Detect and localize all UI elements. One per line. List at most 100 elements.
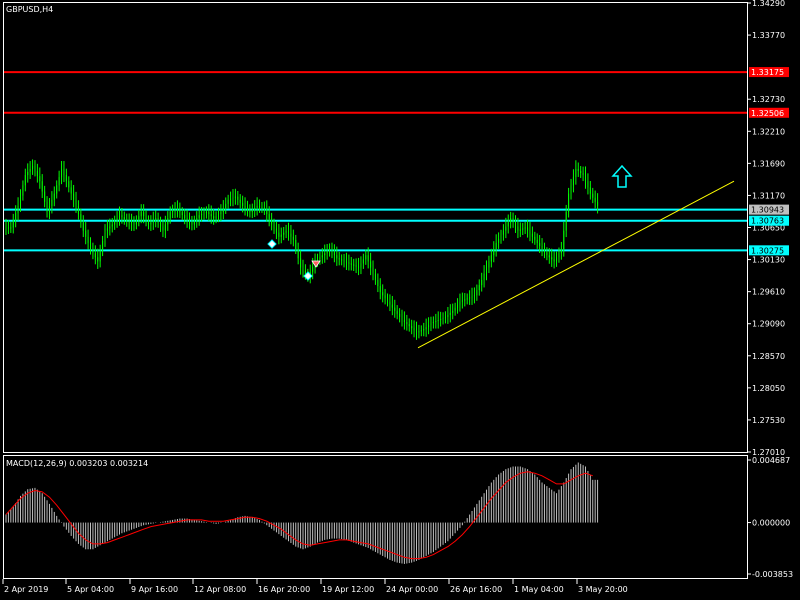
- candle-body: [288, 230, 290, 234]
- candle-body: [65, 175, 67, 182]
- candle-body: [256, 205, 258, 208]
- candle-body: [481, 279, 483, 286]
- candle-body: [360, 263, 362, 268]
- candle-body: [239, 199, 241, 203]
- candle-body: [415, 330, 417, 333]
- candle-body: [478, 285, 480, 291]
- candle-body: [201, 214, 203, 216]
- candle-body: [563, 230, 565, 250]
- price-tick-label: 1.28050: [752, 384, 785, 393]
- candle-body: [461, 300, 463, 302]
- symbol-title: GBPUSD,H4: [6, 5, 53, 14]
- candle-body: [420, 330, 422, 332]
- candle-body: [302, 267, 304, 271]
- candle-body: [143, 212, 145, 217]
- candle-body: [210, 214, 212, 217]
- candle-body: [423, 329, 425, 331]
- candle-body: [75, 199, 77, 206]
- price-tick-label: 1.30650: [752, 224, 785, 233]
- candle-body: [387, 298, 389, 302]
- trade-marker-icon[interactable]: [303, 271, 313, 281]
- candle-body: [486, 267, 488, 274]
- macd-layer: [5, 462, 599, 564]
- candle-body: [355, 265, 357, 267]
- candle-body: [259, 205, 261, 207]
- candle-body: [316, 259, 318, 262]
- candle-body: [372, 267, 374, 274]
- candle-body: [374, 273, 376, 280]
- candle-body: [483, 273, 485, 280]
- candle-body: [336, 255, 338, 259]
- candle-body: [437, 320, 439, 322]
- candle-body: [531, 233, 533, 237]
- candle-body: [222, 207, 224, 213]
- candle-body: [15, 213, 17, 221]
- candle-body: [17, 205, 19, 214]
- candle-body: [488, 261, 490, 268]
- candle-body: [466, 298, 468, 300]
- trend-line[interactable]: [417, 180, 735, 349]
- candle-body: [452, 310, 454, 313]
- candle-body: [53, 193, 55, 200]
- buy-arrow-icon[interactable]: [611, 164, 633, 188]
- candle-body: [575, 168, 577, 178]
- candle-body: [507, 222, 509, 227]
- candle-body: [273, 224, 275, 229]
- candle-body: [522, 228, 524, 230]
- trade-marker-icon[interactable]: [267, 239, 277, 249]
- candle-body: [278, 232, 280, 237]
- candle-body: [251, 210, 253, 213]
- candle-body: [350, 263, 352, 265]
- price-tick-label: 1.29610: [752, 288, 785, 297]
- candle-body: [362, 259, 364, 264]
- candle-body: [73, 193, 75, 200]
- candle-body: [147, 220, 149, 225]
- candle-body: [133, 223, 135, 225]
- time-axis: 2 Apr 2019 5 Apr 04:00 9 Apr 16:00 12 Apr 0…: [2, 579, 628, 594]
- macd-signal-line: [5, 471, 593, 560]
- candle-body: [116, 218, 118, 222]
- candle-body: [411, 326, 413, 329]
- candle-body: [558, 253, 560, 258]
- trade-marker-icon[interactable]: [311, 260, 321, 268]
- candle-body: [565, 212, 567, 231]
- candle-body: [51, 199, 53, 206]
- candle-body: [29, 168, 31, 172]
- candle-body: [514, 222, 516, 227]
- candle-body: [534, 236, 536, 240]
- candle-body: [208, 212, 210, 215]
- candle-body: [97, 257, 99, 262]
- macd-panel-frame: [3, 455, 748, 579]
- candle-body: [556, 257, 558, 262]
- candle-body: [106, 228, 108, 231]
- time-tick-label: 9 Apr 16:00: [131, 585, 178, 594]
- candle-body: [162, 226, 164, 231]
- candle-body: [432, 322, 434, 324]
- candle-body: [572, 177, 574, 186]
- candle-body: [473, 295, 475, 297]
- trend-line-layer: [417, 180, 735, 349]
- time-tick-label: 24 Apr 00:00: [386, 585, 438, 594]
- candle-body: [592, 193, 594, 198]
- candle-body: [213, 216, 215, 219]
- candle-body: [227, 199, 229, 204]
- candle-body: [384, 295, 386, 299]
- time-tick-label: 5 Apr 04:00: [67, 585, 114, 594]
- candle-body: [263, 207, 265, 209]
- candle-body: [39, 176, 41, 182]
- candle-body: [244, 205, 246, 208]
- candle-body: [396, 310, 398, 314]
- candle-body: [476, 290, 478, 296]
- candle-body: [150, 222, 152, 225]
- candle-body: [543, 249, 545, 253]
- candle-body: [92, 249, 94, 254]
- price-tick-label: 1.28570: [752, 352, 785, 361]
- candle-body: [169, 212, 171, 219]
- candle-body: [114, 221, 116, 225]
- candle-body: [44, 191, 46, 202]
- candle-body: [131, 222, 133, 224]
- candle-body: [589, 187, 591, 194]
- macd-tick-label: -0.003853: [752, 570, 793, 579]
